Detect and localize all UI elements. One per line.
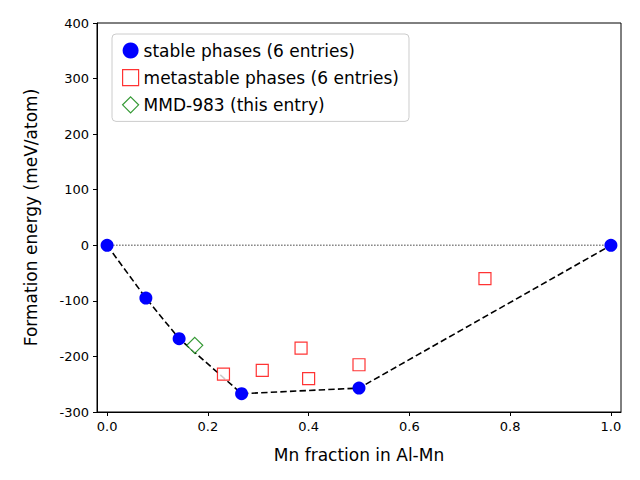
svg-text:0.0: 0.0 [97, 419, 118, 434]
svg-text:metastable phases (6 entries): metastable phases (6 entries) [144, 68, 399, 88]
svg-text:-100: -100 [59, 293, 89, 308]
svg-text:0.4: 0.4 [298, 419, 319, 434]
svg-text:200: 200 [64, 127, 89, 142]
svg-text:300: 300 [64, 71, 89, 86]
svg-text:MMD-983 (this entry): MMD-983 (this entry) [144, 95, 325, 115]
svg-text:stable phases (6 entries): stable phases (6 entries) [144, 41, 355, 61]
svg-text:-300: -300 [59, 405, 89, 420]
svg-text:0.6: 0.6 [399, 419, 420, 434]
svg-text:0.8: 0.8 [500, 419, 521, 434]
svg-text:-200: -200 [59, 349, 89, 364]
svg-text:0.2: 0.2 [198, 419, 219, 434]
svg-text:400: 400 [64, 16, 89, 31]
svg-text:Formation energy (meV/atom): Formation energy (meV/atom) [21, 89, 41, 347]
svg-text:Mn fraction in Al-Mn: Mn fraction in Al-Mn [274, 445, 444, 465]
svg-text:0: 0 [81, 238, 89, 253]
svg-text:1.0: 1.0 [601, 419, 622, 434]
svg-text:100: 100 [64, 182, 89, 197]
